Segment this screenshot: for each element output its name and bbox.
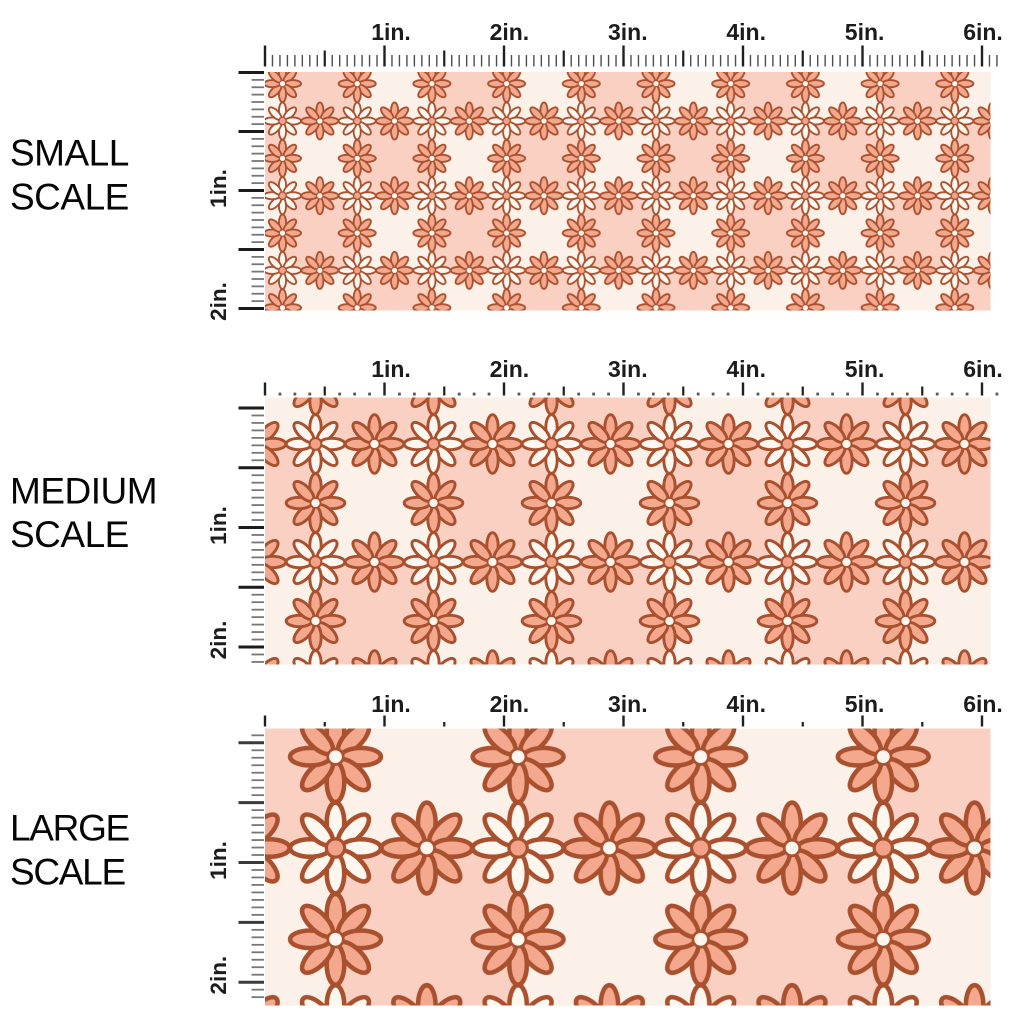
svg-text:2in.: 2in.: [490, 19, 530, 45]
svg-text:MEDIUM: MEDIUM: [10, 470, 157, 511]
svg-text:LARGE: LARGE: [10, 808, 130, 849]
svg-text:2in.: 2in.: [490, 356, 530, 382]
svg-text:4in.: 4in.: [726, 356, 766, 382]
svg-text:2in.: 2in.: [206, 956, 231, 995]
svg-text:SMALL: SMALL: [10, 133, 129, 174]
svg-text:5in.: 5in.: [845, 356, 885, 382]
svg-text:1in.: 1in.: [371, 691, 411, 717]
svg-text:2in.: 2in.: [490, 691, 530, 717]
svg-text:1in.: 1in.: [206, 506, 231, 545]
svg-text:3in.: 3in.: [608, 356, 648, 382]
svg-text:SCALE: SCALE: [10, 851, 125, 892]
svg-text:6in.: 6in.: [963, 19, 1003, 45]
svg-text:1in.: 1in.: [371, 19, 411, 45]
svg-text:6in.: 6in.: [963, 356, 1003, 382]
svg-text:6in.: 6in.: [963, 691, 1003, 717]
svg-text:4in.: 4in.: [726, 19, 766, 45]
svg-text:5in.: 5in.: [845, 691, 885, 717]
svg-text:SCALE: SCALE: [10, 176, 129, 217]
svg-text:4in.: 4in.: [726, 691, 766, 717]
svg-text:5in.: 5in.: [845, 19, 885, 45]
svg-text:SCALE: SCALE: [10, 514, 129, 555]
svg-text:1in.: 1in.: [206, 841, 231, 880]
svg-text:1in.: 1in.: [206, 169, 231, 208]
svg-text:2in.: 2in.: [206, 621, 231, 660]
svg-text:1in.: 1in.: [371, 356, 411, 382]
svg-text:3in.: 3in.: [608, 19, 648, 45]
svg-text:3in.: 3in.: [608, 691, 648, 717]
svg-text:2in.: 2in.: [206, 282, 231, 321]
